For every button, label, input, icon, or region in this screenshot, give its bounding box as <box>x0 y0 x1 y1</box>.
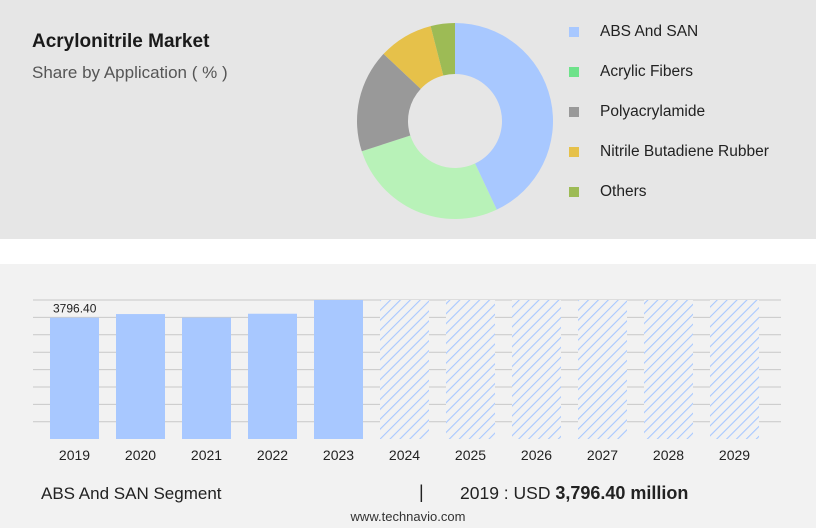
legend-swatch-icon <box>569 107 579 117</box>
bar <box>182 317 231 439</box>
legend-label: Polyacrylamide <box>600 103 706 120</box>
bar-chart: 2019 3796.40 2020 2021 2022 2023 2024 2025 2026 2… <box>33 299 781 463</box>
x-tick-label: 2019 <box>59 447 90 463</box>
donut-slice <box>357 53 421 152</box>
legend: ABS And SAN Acrylic Fibers Polyacrylamid… <box>569 12 769 212</box>
donut-slice <box>455 23 553 210</box>
donut-slice <box>361 135 497 219</box>
source-link[interactable]: www.technavio.com <box>350 509 466 524</box>
x-tick-label: 2024 <box>389 447 420 463</box>
forecast-bar <box>380 300 429 439</box>
x-tick-label: 2025 <box>455 447 486 463</box>
legend-item: Acrylic Fibers <box>569 52 769 92</box>
bar <box>314 300 363 439</box>
forecast-bar <box>644 300 693 439</box>
chart-subtitle: Share by Application ( % ) <box>32 63 228 82</box>
x-tick-label: 2028 <box>653 447 684 463</box>
legend-swatch-icon <box>569 27 579 37</box>
forecast-bar <box>710 300 759 439</box>
legend-label: Others <box>600 183 647 200</box>
x-tick-label: 2023 <box>323 447 354 463</box>
x-tick-label: 2022 <box>257 447 288 463</box>
legend-label: Nitrile Butadiene Rubber <box>600 143 769 160</box>
legend-item: Polyacrylamide <box>569 92 769 132</box>
legend-swatch-icon <box>569 67 579 77</box>
segment-amount: 3,796.40 million <box>555 483 689 503</box>
segment-value: 2019 : USD 3,796.40 million <box>460 483 688 504</box>
legend-item: ABS And SAN <box>569 12 769 52</box>
donut-slice <box>383 26 444 89</box>
x-tick-label: 2020 <box>125 447 156 463</box>
bar <box>248 313 297 439</box>
bar <box>116 314 165 439</box>
legend-item: Nitrile Butadiene Rubber <box>569 132 769 172</box>
x-tick-label: 2027 <box>587 447 618 463</box>
donut-chart <box>357 23 553 219</box>
data-label: 3796.40 <box>53 302 97 316</box>
forecast-bar <box>578 300 627 439</box>
forecast-bar <box>446 300 495 439</box>
forecast-bar <box>512 300 561 439</box>
chart-title: Acrylonitrile Market <box>32 31 210 52</box>
legend-swatch-icon <box>569 147 579 157</box>
legend-label: Acrylic Fibers <box>600 63 694 80</box>
legend-label: ABS And SAN <box>600 23 699 40</box>
legend-item: Others <box>569 172 769 212</box>
legend-swatch-icon <box>569 187 579 197</box>
bar <box>50 317 99 439</box>
bar-chart-panel: 2019 3796.40 2020 2021 2022 2023 2024 2025 2026 2… <box>0 264 816 528</box>
donut-slice <box>430 23 455 76</box>
x-tick-label: 2021 <box>191 447 222 463</box>
segment-year: 2019 : USD <box>460 483 551 503</box>
segment-label: ABS And SAN Segment <box>41 484 222 503</box>
x-tick-label: 2029 <box>719 447 750 463</box>
footer-separator: | <box>419 482 424 502</box>
x-tick-label: 2026 <box>521 447 552 463</box>
